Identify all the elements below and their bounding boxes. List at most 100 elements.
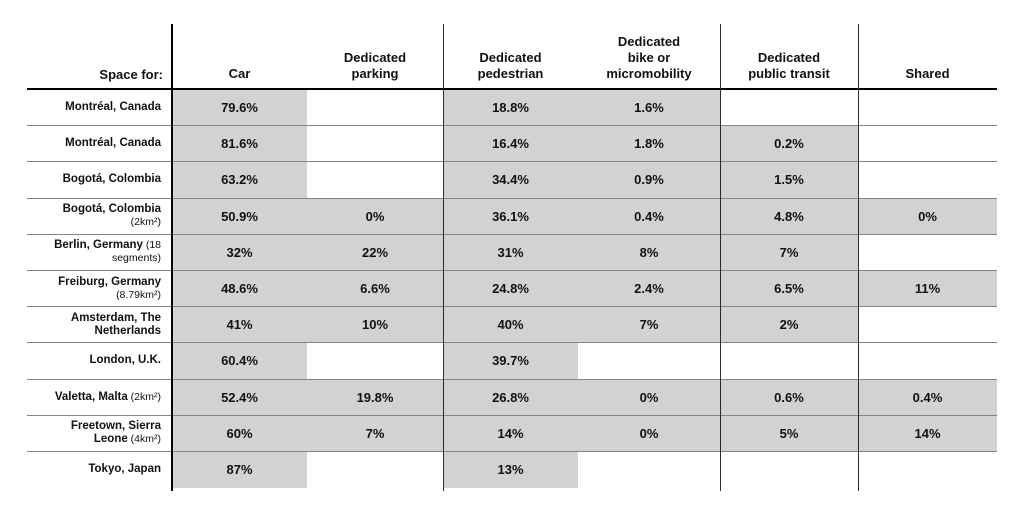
row-label: Amsterdam, The Netherlands: [27, 307, 172, 342]
table-row: Tokyo, Japan 87% 13%: [27, 451, 997, 489]
row-label: Freetown, Sierra Leone (4km²): [27, 416, 172, 451]
cell-shared: [858, 343, 997, 379]
cell-parking: 7%: [307, 415, 443, 451]
table-row: Bogotá, Colombia (2km²) 50.9% 0% 36.1% 0.4% 4…: [27, 198, 997, 235]
corner-header-space-for: Space for:: [27, 20, 172, 88]
cell-pedestrian: 24.8%: [443, 270, 578, 307]
cell-public-transit: 1.5%: [720, 162, 858, 198]
cell-shared: 11%: [858, 270, 997, 307]
cell-car: 50.9%: [172, 198, 307, 234]
cell-pedestrian: 34.4%: [443, 162, 578, 198]
cell-parking: [307, 126, 443, 162]
row-label: Bogotá, Colombia: [27, 162, 172, 197]
city-name: London, U.K.: [89, 354, 161, 367]
cell-pedestrian: 13%: [443, 451, 578, 489]
cell-car: 60%: [172, 415, 307, 451]
cell-public-transit: 0.2%: [720, 126, 858, 162]
column-header-car: Car: [228, 66, 251, 81]
city-name: Freiburg, Germany: [58, 275, 161, 288]
row-label: Tokyo, Japan: [27, 452, 172, 488]
column-header-pedestrian: Dedicated pedestrian: [477, 50, 544, 81]
divider-label-car: [171, 24, 173, 491]
city-name: Montréal, Canada: [65, 101, 161, 114]
table-row: Montréal, Canada 79.6% 18.8% 1.6%: [27, 90, 997, 127]
cell-parking: [307, 343, 443, 379]
cell-public-transit: 0.6%: [720, 379, 858, 415]
cell-parking: 6.6%: [307, 270, 443, 307]
cell-public-transit: 7%: [720, 234, 858, 270]
cell-bike: 0.9%: [578, 162, 720, 198]
cell-pedestrian: 14%: [443, 415, 578, 451]
city-name: Bogotá, Colombia: [62, 173, 161, 186]
area-note: (2km²): [130, 216, 161, 229]
table-row: Amsterdam, The Netherlands 41% 10% 40% 7% 2%: [27, 307, 997, 344]
cell-pedestrian: 36.1%: [443, 198, 578, 234]
table-body: Montréal, Canada 79.6% 18.8% 1.6% Montréal, …: [27, 90, 997, 489]
row-label: Berlin, Germany (18 segments): [27, 235, 172, 270]
cell-parking: 10%: [307, 307, 443, 343]
cell-parking: 0%: [307, 198, 443, 234]
table-row: Bogotá, Colombia 63.2% 34.4% 0.9% 1.5%: [27, 162, 997, 199]
cell-parking: [307, 90, 443, 126]
column-header-public-transit: Dedicated public transit: [748, 50, 830, 81]
cell-bike: 8%: [578, 234, 720, 270]
cell-shared: [858, 234, 997, 270]
column-header-shared: Shared: [905, 66, 950, 81]
cell-car: 41%: [172, 307, 307, 343]
cell-parking: [307, 451, 443, 489]
divider-parking-pedestrian: [443, 24, 444, 491]
cell-shared: [858, 451, 997, 489]
cell-pedestrian: 40%: [443, 307, 578, 343]
cell-bike: 0.4%: [578, 198, 720, 234]
cell-car: 81.6%: [172, 126, 307, 162]
divider-bike-transit: [720, 24, 721, 491]
row-label: Montréal, Canada: [27, 126, 172, 161]
city-name: Amsterdam, The Netherlands: [70, 311, 161, 337]
cell-bike: 7%: [578, 307, 720, 343]
table-row: Freetown, Sierra Leone (4km²) 60% 7% 14% 0% 5…: [27, 415, 997, 452]
cell-pedestrian: 16.4%: [443, 126, 578, 162]
cell-public-transit: 5%: [720, 415, 858, 451]
cell-car: 52.4%: [172, 379, 307, 415]
cell-parking: 22%: [307, 234, 443, 270]
row-label: Montréal, Canada: [27, 90, 172, 125]
cell-pedestrian: 26.8%: [443, 379, 578, 415]
cell-bike: 1.6%: [578, 90, 720, 126]
area-note: (18 segments): [111, 239, 161, 265]
cell-parking: [307, 162, 443, 198]
cell-shared: [858, 126, 997, 162]
cell-shared: 0%: [858, 198, 997, 234]
row-label: London, U.K.: [27, 343, 172, 378]
cell-public-transit: [720, 451, 858, 489]
table-row: Berlin, Germany (18 segments) 32% 22% 31% 8%…: [27, 234, 997, 271]
cell-bike: 1.8%: [578, 126, 720, 162]
cell-public-transit: 4.8%: [720, 198, 858, 234]
cell-pedestrian: 18.8%: [443, 90, 578, 126]
cell-public-transit: 2%: [720, 307, 858, 343]
cell-bike: 0%: [578, 379, 720, 415]
area-note: (2km²): [127, 390, 161, 403]
city-name: Berlin, Germany: [54, 239, 143, 252]
cell-bike: [578, 343, 720, 379]
table-row: London, U.K. 60.4% 39.7%: [27, 343, 997, 380]
cell-bike: 0%: [578, 415, 720, 451]
cell-car: 48.6%: [172, 270, 307, 307]
cell-shared: [858, 307, 997, 343]
cell-car: 87%: [172, 451, 307, 489]
table-row: Freiburg, Germany (8.79km²) 48.6% 6.6% 24.8…: [27, 270, 997, 308]
city-name: Valetta, Malta: [54, 390, 128, 403]
header-row: Space for: Car Dedicated parking Dedicat…: [27, 20, 997, 90]
cell-shared: [858, 162, 997, 198]
divider-transit-shared: [858, 24, 859, 491]
corner-label: Space for:: [99, 67, 163, 82]
column-header-parking: Dedicated parking: [343, 50, 407, 81]
cell-public-transit: [720, 343, 858, 379]
table-row: Montréal, Canada 81.6% 16.4% 1.8% 0.2%: [27, 126, 997, 163]
cell-parking: 19.8%: [307, 379, 443, 415]
cell-car: 79.6%: [172, 90, 307, 126]
cell-public-transit: 6.5%: [720, 270, 858, 307]
row-label: Valetta, Malta (2km²): [27, 380, 172, 415]
cell-pedestrian: 39.7%: [443, 343, 578, 379]
row-label: Freiburg, Germany (8.79km²): [27, 271, 172, 306]
